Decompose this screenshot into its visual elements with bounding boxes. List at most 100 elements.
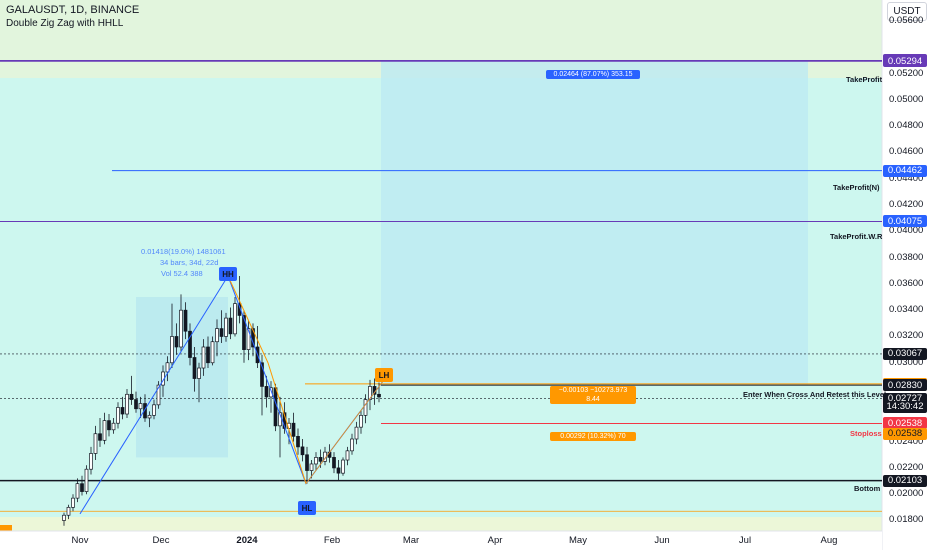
candle	[188, 330, 192, 358]
stoploss-label: Stoploss	[850, 429, 882, 438]
candle	[89, 453, 93, 470]
price-tick-label: 0.04600	[889, 146, 924, 158]
price-tick-label: 0.02400	[889, 435, 924, 447]
price-tag-03067: 0.03067	[883, 347, 927, 360]
price-tag-02103: 0.02103	[883, 474, 927, 487]
candle	[66, 506, 71, 516]
time-label: Feb	[323, 535, 341, 546]
candle	[359, 414, 363, 428]
candle	[134, 399, 138, 410]
candle	[120, 407, 125, 415]
price-tick-label: 0.02200	[889, 461, 924, 473]
price-tick-label: 0.04200	[889, 199, 924, 211]
candle	[165, 362, 170, 373]
candle	[147, 414, 152, 419]
price-tick-label: 0.04800	[889, 120, 924, 132]
time-label: Mar	[402, 535, 420, 546]
candle	[233, 303, 237, 335]
time-label: May	[569, 535, 587, 546]
time-label: Nov	[71, 535, 89, 546]
candle	[201, 346, 206, 369]
candle	[116, 407, 120, 424]
candle	[296, 436, 300, 448]
candle	[318, 457, 323, 462]
time-label: Jul	[738, 535, 752, 546]
candle	[246, 328, 251, 350]
time-label: Apr	[487, 535, 503, 546]
candle	[336, 467, 341, 474]
indicator-name: Double Zig Zag with HHLL	[6, 18, 124, 29]
candle	[215, 328, 219, 343]
zigzag-orange	[227, 275, 307, 484]
candle	[350, 438, 354, 452]
price-tag-02538-orange: 0.02538	[883, 427, 927, 440]
chart-header: GALAUSDT, 1D, BINANCE Double Zig Zag wit…	[6, 3, 139, 31]
candle	[179, 309, 183, 348]
takeprofit-wr-label: TakeProfit.W.R	[830, 232, 883, 241]
price-tick-label: 0.01800	[889, 514, 924, 526]
pivot-hh: HH	[219, 267, 237, 281]
candle	[210, 341, 215, 364]
candle	[152, 404, 156, 416]
profit-zone	[381, 61, 808, 386]
candle	[206, 346, 210, 364]
entry-stats-pill: −0.00103 −10273.973 8.44	[550, 386, 636, 404]
candle	[107, 420, 111, 431]
price-tick-label: 0.05600	[889, 15, 924, 27]
takeprofit-n-label: TakeProfit(N)	[833, 183, 880, 192]
candle	[228, 317, 233, 335]
candle	[129, 393, 134, 400]
candle	[269, 387, 273, 398]
candle	[345, 450, 350, 461]
price-tick-label: 0.05000	[889, 93, 924, 105]
candle	[363, 399, 368, 416]
price-tick-label: 0.03200	[889, 330, 924, 342]
price-tag-05294: 0.05294	[883, 55, 927, 68]
pivot-lh: LH	[375, 368, 393, 382]
candle	[341, 459, 345, 474]
candle	[368, 386, 372, 400]
range-stat-2: 34 bars, 34d, 22d	[160, 258, 219, 267]
time-label: 2024	[236, 535, 258, 546]
candle	[174, 336, 179, 348]
candle	[314, 457, 318, 465]
currency-button[interactable]: USDT	[887, 2, 927, 21]
price-tick-label: 0.02000	[889, 488, 924, 500]
range-stat-3: Vol 52.4 388	[161, 269, 203, 278]
price-tick-label: 0.03800	[889, 251, 924, 263]
pivot-hl: HL	[298, 501, 316, 515]
candle	[143, 403, 147, 419]
time-label: Aug	[820, 535, 838, 546]
zigzag-orange-up	[305, 379, 385, 484]
price-tick-label: 0.03400	[889, 304, 924, 316]
candle	[75, 483, 80, 499]
candle	[264, 386, 269, 398]
price-tick-label: 0.05200	[889, 67, 924, 79]
candle	[62, 514, 66, 521]
candle	[305, 454, 309, 471]
price-tick-label: 0.04400	[889, 172, 924, 184]
candle	[309, 463, 314, 471]
stop-stats-pill: 0.00292 (10.32%) 70	[550, 432, 636, 441]
time-axis-pane	[0, 531, 882, 550]
candle	[84, 468, 89, 492]
price-tag-02538-red: 0.02538	[883, 417, 927, 430]
candle	[125, 393, 129, 415]
entry-stats-line1: −0.00103 −10273.973	[558, 387, 628, 394]
candle	[102, 420, 107, 441]
candle	[138, 403, 143, 410]
candle	[224, 317, 228, 337]
bottom-marker	[0, 525, 12, 531]
candle	[300, 446, 305, 456]
entry-label: Enter When Cross And Retest this Level	[743, 390, 887, 399]
candle	[273, 387, 278, 427]
candle	[192, 357, 197, 379]
time-label: Jun	[654, 535, 670, 546]
price-tick-label: 0.03600	[889, 277, 924, 289]
bottom-band	[0, 517, 882, 531]
time-label: Dec	[152, 535, 170, 546]
candle	[332, 457, 336, 469]
entry-stats-line2: 8.44	[586, 396, 600, 403]
